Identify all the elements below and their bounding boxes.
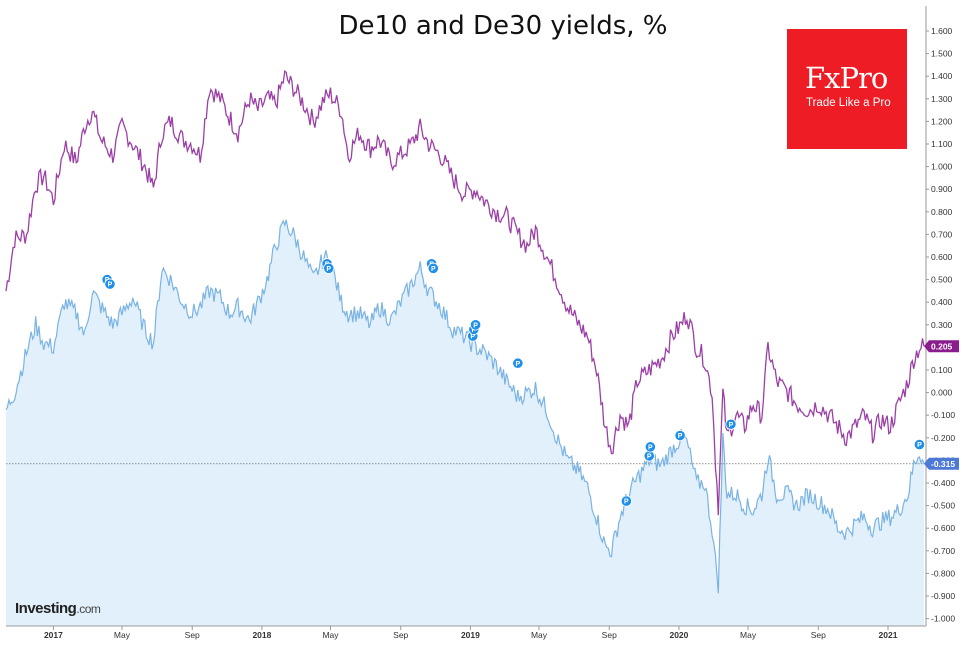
x-tick-label: Sep [602, 630, 617, 640]
event-marker[interactable]: P [469, 319, 482, 331]
y-tick-label: 1.600 [931, 26, 953, 36]
x-axis: 2017 May Sep 2018 May Sep 2019 May Sep 2020 May Sep… [6, 625, 926, 640]
y-tick-label: 1.000 [931, 162, 953, 172]
fxpro-logo-tagline: Trade Like a Pro [806, 97, 891, 109]
y-tick-label: -0.400 [931, 478, 955, 488]
badge-value: -0.315 [931, 459, 955, 469]
event-marker-dot [512, 357, 524, 369]
de10-area-fill [6, 219, 924, 627]
event-marker-dot [469, 319, 482, 331]
y-tick-label: 1.300 [931, 94, 953, 104]
y-tick-label: -0.100 [931, 410, 955, 420]
fxpro-logo: FxPro Trade Like a Pro [787, 29, 907, 149]
event-marker[interactable]: P [323, 262, 335, 274]
y-tick-label: 0.400 [931, 297, 953, 307]
event-marker-label: P [473, 322, 478, 329]
chart-title: De10 and De30 yields, % [338, 11, 667, 41]
y-tick-label: 0.500 [931, 275, 953, 285]
y-tick-label: 0.900 [931, 184, 953, 194]
x-tick-label: May [531, 630, 548, 640]
event-marker-dot [620, 495, 632, 507]
x-tick-label: May [114, 630, 131, 640]
y-tick-label: 1.400 [931, 71, 953, 81]
x-tick-label: May [740, 630, 757, 640]
x-tick-label: 2020 [669, 630, 688, 640]
y-tick-label: 0.700 [931, 229, 953, 239]
de10-last-value-badge: -0.315 [924, 457, 959, 470]
event-marker-label: P [648, 444, 653, 451]
event-marker[interactable]: P [643, 450, 655, 462]
y-tick-label: 0.600 [931, 252, 953, 262]
x-tick-label: Sep [811, 630, 826, 640]
event-marker-label: P [108, 282, 113, 289]
event-marker-label: P [472, 327, 477, 334]
event-marker[interactable]: P [620, 495, 632, 507]
de30-yield-line [5, 69, 925, 516]
event-marker[interactable]: P [913, 438, 926, 451]
badge-value: 0.205 [931, 341, 953, 351]
investing-watermark-name: Investing [15, 600, 77, 617]
event-marker[interactable]: P [674, 429, 686, 442]
y-tick-label: -0.600 [931, 523, 955, 533]
x-tick-label: 2017 [44, 630, 63, 640]
event-marker[interactable]: P [512, 357, 524, 369]
badge-background [924, 340, 959, 353]
event-marker-label: P [729, 422, 734, 429]
badge-background [924, 457, 959, 470]
event-markers: PPPPPPPPPPPPPPPP [101, 258, 926, 507]
event-marker-dot [427, 262, 439, 274]
de10-yield-line [5, 219, 925, 594]
last-value-badges: 0.205 -0.315 [924, 340, 959, 470]
y-tick-label: 0.100 [931, 365, 953, 375]
y-axis: 1.600 1.500 1.400 1.300 1.200 1.100 1.000 0.900… [925, 6, 955, 626]
event-marker-dot [323, 262, 335, 274]
fxpro-logo-brand: FxPro [805, 61, 888, 95]
x-tick-label: 2019 [461, 630, 480, 640]
event-marker-dot [725, 418, 737, 430]
y-tick-label: -0.800 [931, 568, 955, 578]
investing-watermark-suffix: .com [76, 602, 101, 616]
event-marker-label: P [516, 361, 521, 368]
y-tick-label: -0.700 [931, 546, 955, 556]
y-tick-label: -0.200 [931, 433, 955, 443]
y-tick-label: 1.200 [931, 116, 953, 126]
event-marker-dot [674, 429, 686, 442]
event-marker[interactable]: P [104, 278, 116, 290]
y-tick-label: 1.500 [931, 49, 953, 59]
x-tick-label: 2018 [252, 630, 271, 640]
y-tick-label: -0.500 [931, 501, 955, 511]
y-tick-label: 0.300 [931, 320, 953, 330]
x-tick-label: Sep [393, 630, 408, 640]
event-marker-label: P [431, 266, 436, 273]
event-marker[interactable]: P [427, 262, 439, 274]
event-marker-dot [644, 441, 656, 453]
x-tick-label: 2021 [879, 630, 898, 640]
event-marker[interactable]: P [644, 441, 656, 453]
event-marker-label: P [678, 433, 683, 440]
event-marker-label: P [917, 442, 922, 449]
event-marker-label: P [326, 266, 331, 273]
investing-watermark: Investing.com [15, 600, 101, 617]
x-tick-label: Sep [185, 630, 200, 640]
x-tick-label: May [322, 630, 339, 640]
event-marker-dot [104, 278, 116, 290]
y-tick-label: -1.000 [931, 614, 955, 624]
de30-last-value-badge: 0.205 [924, 340, 959, 353]
event-marker-dot [913, 438, 926, 451]
plot-area: PPPPPPPPPPPPPPPP [5, 69, 926, 627]
event-marker-label: P [470, 334, 475, 341]
y-tick-label: -0.900 [931, 591, 955, 601]
y-tick-label: 1.100 [931, 139, 953, 149]
event-marker[interactable]: P [725, 418, 737, 430]
y-tick-label: 0.800 [931, 207, 953, 217]
y-tick-label: 0.000 [931, 388, 953, 398]
event-marker-label: P [624, 499, 629, 506]
event-marker-label: P [647, 453, 652, 460]
